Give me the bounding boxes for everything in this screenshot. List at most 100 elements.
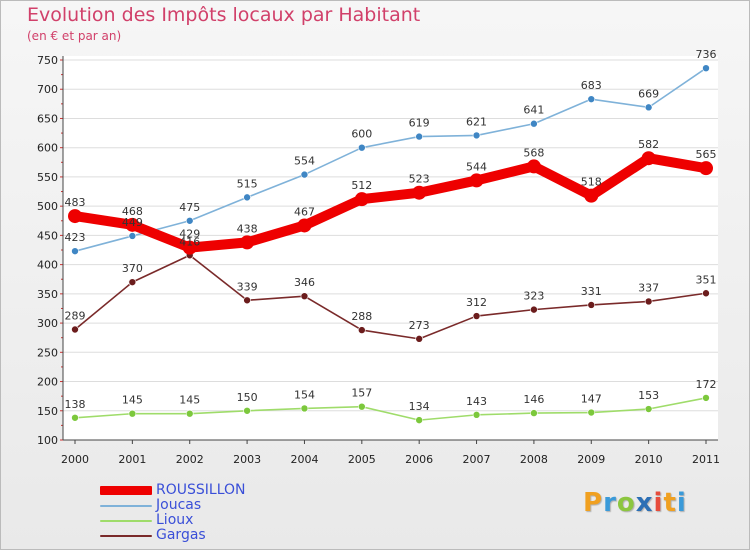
logo-letter: i bbox=[653, 488, 664, 518]
y-tick-label: 250 bbox=[37, 346, 58, 359]
data-label-roussillon: 582 bbox=[638, 138, 659, 151]
series-line-roussillon bbox=[70, 153, 711, 253]
data-label-gargas: 416 bbox=[179, 235, 200, 248]
x-tick-label: 2001 bbox=[118, 453, 146, 466]
y-tick-label: 400 bbox=[37, 259, 58, 272]
legend-item-joucas: Joucas bbox=[100, 497, 360, 514]
logo-letter: x bbox=[635, 488, 654, 518]
data-label-joucas: 621 bbox=[466, 115, 487, 128]
data-point-joucas bbox=[185, 216, 194, 225]
data-label-roussillon: 467 bbox=[294, 205, 315, 218]
y-tick-label: 500 bbox=[37, 200, 58, 213]
y-tick-label: 150 bbox=[37, 405, 58, 418]
data-point-joucas bbox=[128, 232, 137, 240]
logo-letter: P bbox=[583, 488, 604, 518]
data-point-roussillon bbox=[125, 217, 140, 232]
data-label-lioux: 145 bbox=[122, 394, 143, 407]
data-label-lioux: 150 bbox=[237, 391, 258, 404]
x-tick-label: 2003 bbox=[233, 453, 261, 466]
data-point-joucas bbox=[472, 131, 481, 140]
logo-letter: i bbox=[676, 488, 687, 518]
chart-title: Evolution des Impôts locaux par Habitant bbox=[27, 4, 421, 26]
y-tick-label: 600 bbox=[37, 142, 58, 155]
x-tick-label: 2011 bbox=[692, 453, 720, 466]
x-tick-label: 2005 bbox=[348, 453, 376, 466]
x-tick-label: 2000 bbox=[61, 453, 89, 466]
data-label-joucas: 515 bbox=[237, 177, 258, 190]
x-tick-label: 2008 bbox=[520, 453, 548, 466]
data-label-lioux: 138 bbox=[65, 398, 86, 411]
data-label-roussillon: 512 bbox=[351, 179, 372, 192]
data-label-joucas: 736 bbox=[696, 48, 717, 61]
data-point-roussillon bbox=[297, 218, 312, 233]
data-point-gargas bbox=[243, 296, 251, 305]
data-label-roussillon: 523 bbox=[409, 173, 430, 186]
logo-letter: r bbox=[603, 488, 617, 518]
legend-item-roussillon: ROUSSILLON bbox=[100, 482, 360, 499]
data-point-lioux bbox=[644, 405, 653, 413]
data-label-lioux: 154 bbox=[294, 388, 315, 401]
logo-letter: t bbox=[663, 488, 677, 518]
chart-legend: ROUSSILLON Joucas Lioux Gargas bbox=[100, 482, 360, 544]
data-point-roussillon bbox=[240, 235, 255, 250]
data-label-roussillon: 544 bbox=[466, 160, 487, 173]
x-tick-label: 2006 bbox=[405, 453, 433, 466]
data-point-gargas bbox=[530, 305, 538, 314]
data-point-roussillon bbox=[412, 185, 427, 200]
data-label-gargas: 339 bbox=[237, 280, 258, 293]
data-point-roussillon bbox=[526, 159, 541, 174]
legend-item-gargas: Gargas bbox=[100, 527, 360, 544]
legend-swatch-joucas bbox=[100, 505, 152, 507]
data-label-joucas: 600 bbox=[351, 128, 372, 141]
data-point-roussillon bbox=[584, 188, 599, 203]
y-tick-label: 350 bbox=[37, 288, 58, 301]
data-label-roussillon: 438 bbox=[237, 222, 258, 235]
y-tick-label: 750 bbox=[37, 54, 58, 67]
data-point-joucas bbox=[587, 95, 596, 103]
legend-label-roussillon: ROUSSILLON bbox=[156, 482, 246, 498]
data-label-gargas: 370 bbox=[122, 262, 143, 275]
data-point-gargas bbox=[644, 297, 653, 306]
x-tick-label: 2009 bbox=[577, 453, 605, 466]
data-label-roussillon: 518 bbox=[581, 176, 602, 189]
x-tick-label: 2002 bbox=[176, 453, 204, 466]
data-point-roussillon bbox=[699, 161, 713, 176]
series-line-gargas bbox=[74, 254, 707, 340]
y-tick-label: 700 bbox=[37, 83, 58, 96]
data-label-lioux: 143 bbox=[466, 395, 487, 408]
data-point-lioux bbox=[358, 402, 366, 411]
y-tick-label: 300 bbox=[37, 317, 58, 330]
data-label-gargas: 351 bbox=[696, 273, 717, 286]
data-point-roussillon bbox=[469, 173, 484, 188]
data-point-joucas bbox=[702, 64, 710, 72]
data-label-joucas: 619 bbox=[409, 117, 430, 130]
data-point-gargas bbox=[587, 301, 596, 309]
data-point-gargas bbox=[415, 335, 423, 343]
data-point-gargas bbox=[128, 278, 137, 286]
data-point-lioux bbox=[587, 408, 596, 417]
data-point-gargas bbox=[71, 325, 79, 334]
legend-swatch-lioux bbox=[100, 520, 152, 522]
data-label-lioux: 134 bbox=[409, 400, 430, 413]
data-label-gargas: 288 bbox=[351, 310, 372, 323]
y-tick-label: 200 bbox=[37, 376, 58, 389]
data-label-joucas: 683 bbox=[581, 79, 602, 92]
data-label-gargas: 346 bbox=[294, 276, 315, 289]
y-tick-label: 450 bbox=[37, 229, 58, 242]
data-point-joucas bbox=[300, 170, 309, 179]
proxiti-logo: Proxiti bbox=[583, 488, 687, 518]
data-label-joucas: 554 bbox=[294, 155, 315, 168]
data-label-gargas: 289 bbox=[65, 310, 86, 323]
data-label-roussillon: 565 bbox=[696, 148, 717, 161]
data-point-gargas bbox=[358, 326, 366, 334]
data-point-lioux bbox=[530, 409, 538, 417]
data-label-gargas: 312 bbox=[466, 296, 487, 309]
legend-label-joucas: Joucas bbox=[156, 497, 202, 513]
data-point-joucas bbox=[644, 103, 653, 112]
data-point-lioux bbox=[415, 416, 423, 424]
data-label-gargas: 323 bbox=[523, 290, 544, 303]
logo-letter: o bbox=[616, 488, 636, 518]
x-tick-label: 2007 bbox=[463, 453, 491, 466]
data-label-lioux: 146 bbox=[523, 393, 544, 406]
